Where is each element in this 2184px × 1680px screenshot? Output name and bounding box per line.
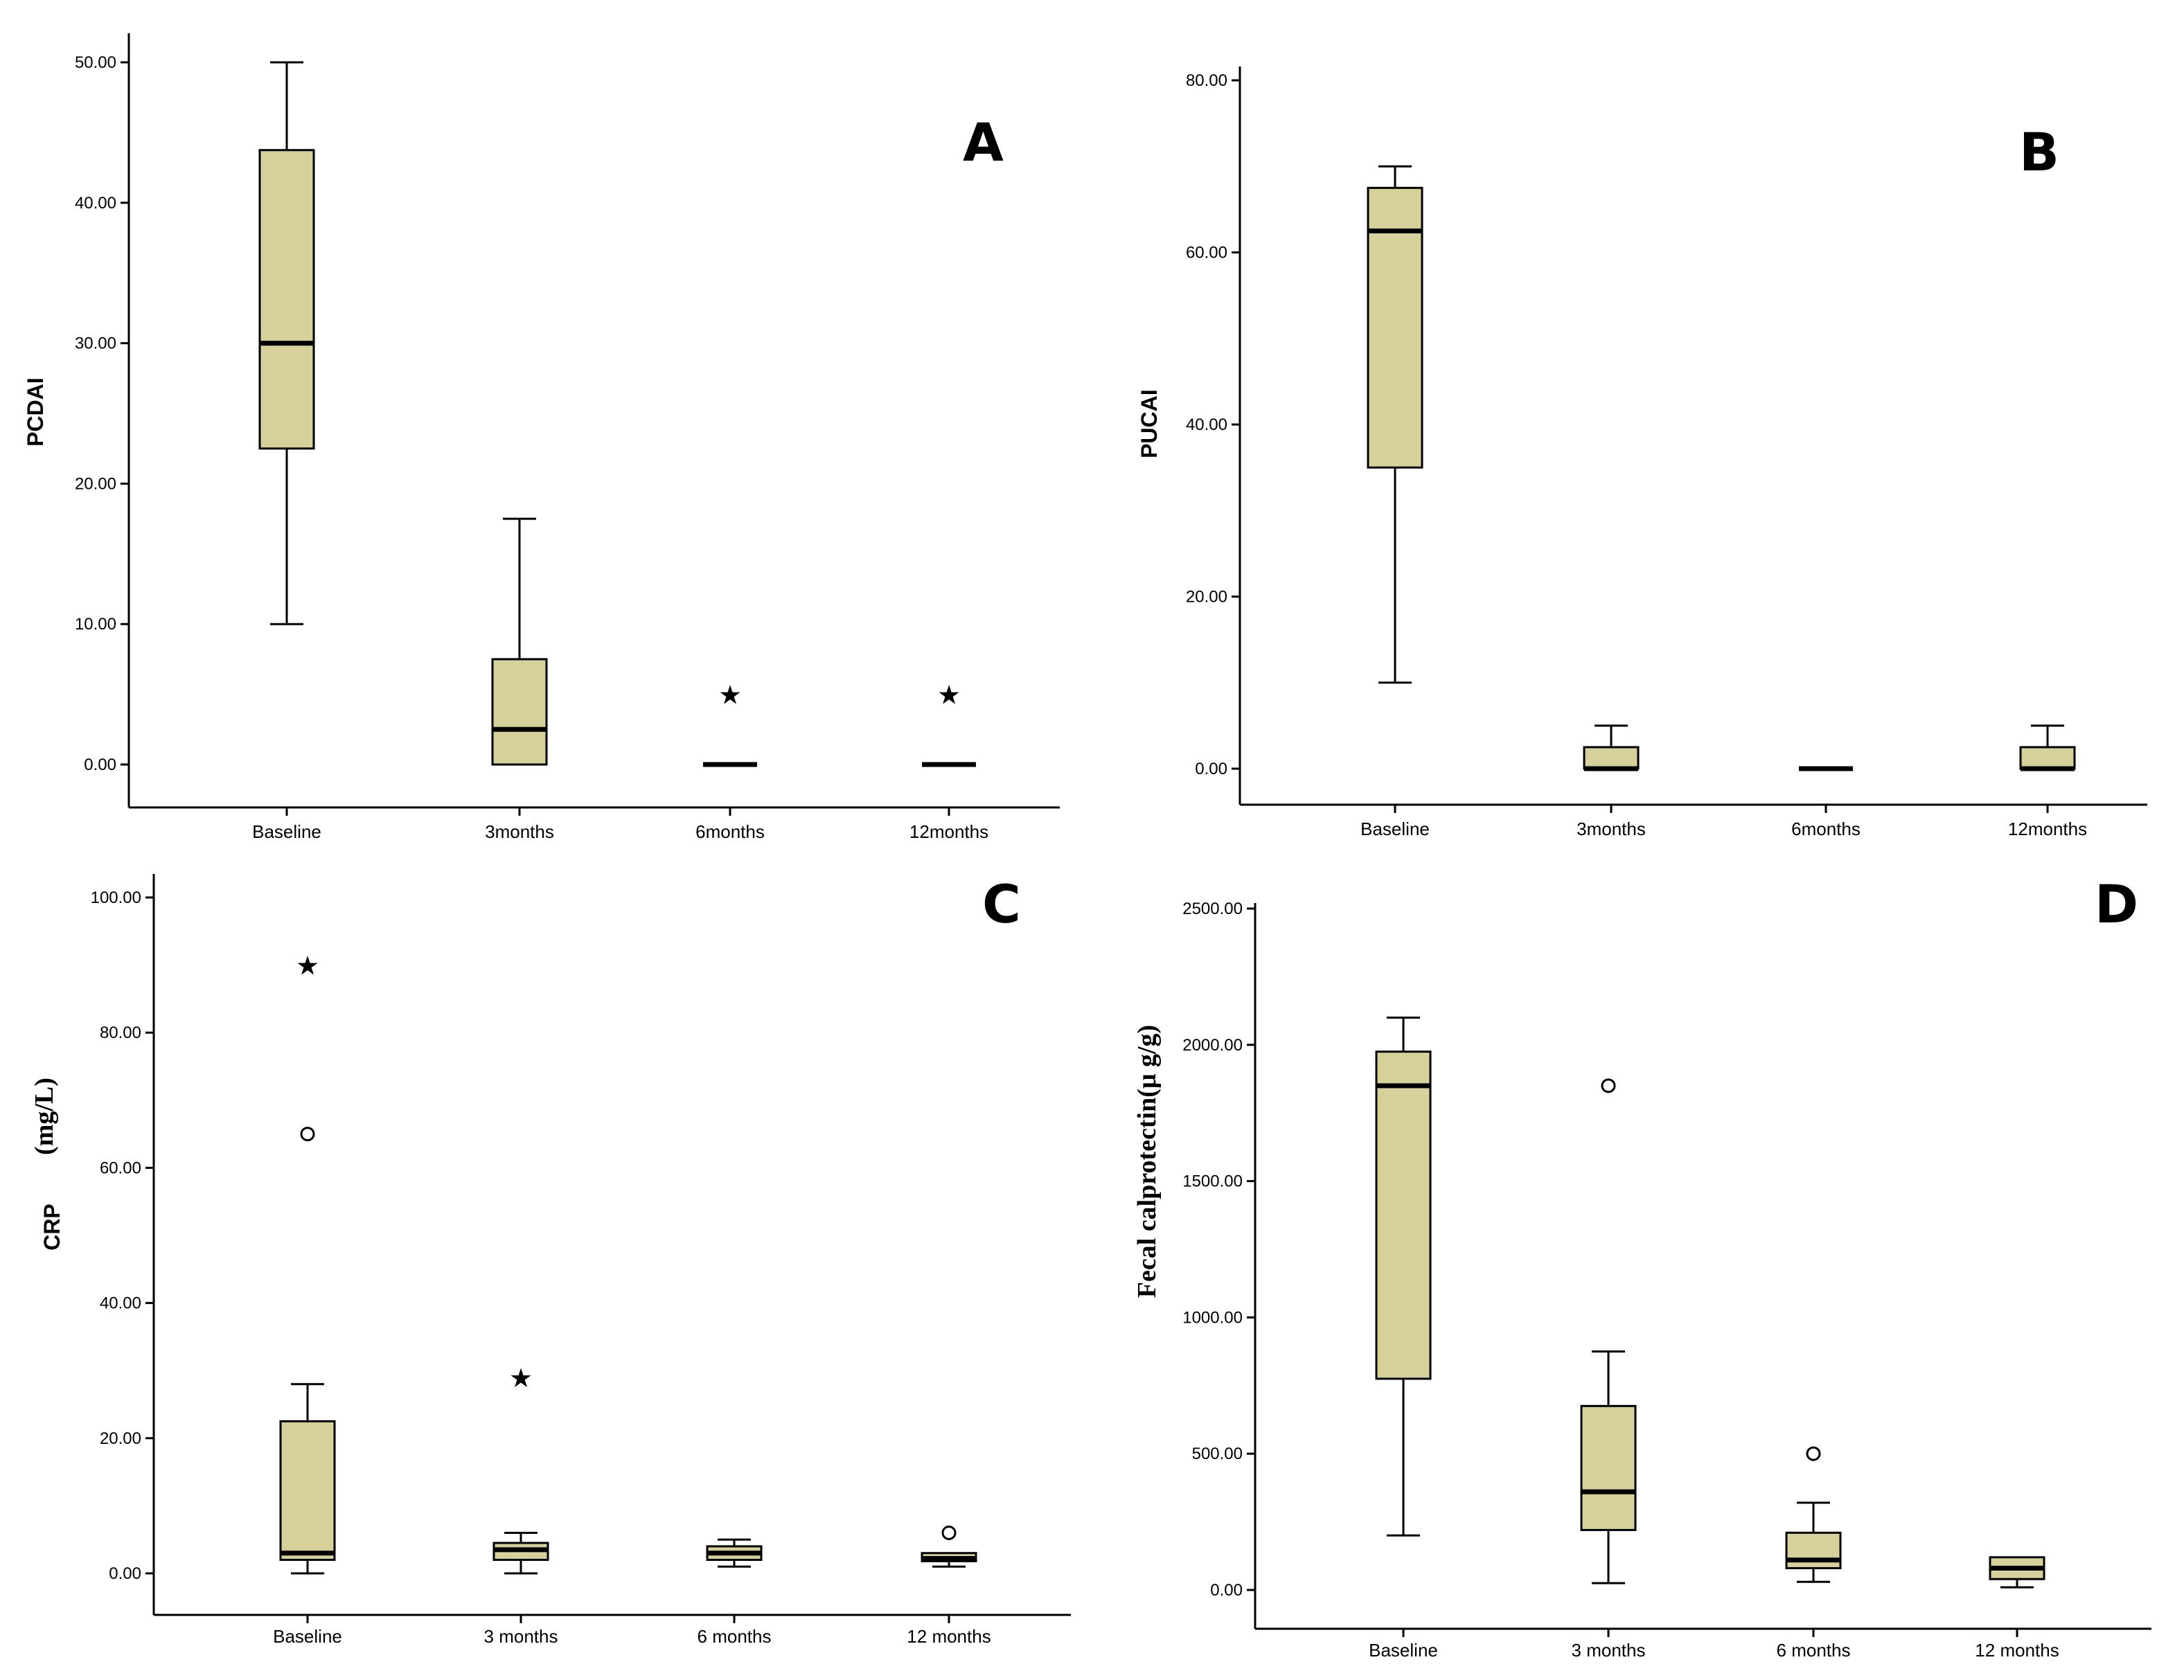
box-group-3 bbox=[1989, 1556, 2045, 1589]
box-group-3 bbox=[921, 1525, 977, 1568]
panel-d: D Fecal calprotectin(μ g/g) 0.00 500.00 10… bbox=[1133, 873, 2151, 1661]
box-group-0 bbox=[1375, 1016, 1432, 1537]
box-group-1 bbox=[1580, 1078, 1637, 1584]
y-tick-label: 10.00 bbox=[75, 615, 116, 634]
x-tick-label: 3months bbox=[1577, 819, 1646, 839]
x-tick-label: 6months bbox=[1791, 819, 1861, 839]
y-tick-label: 40.00 bbox=[75, 194, 116, 213]
x-tick-label: Baseline bbox=[1360, 819, 1430, 839]
panel-a-marks: 0.00 10.00 20.00 30.00 40.00 50.00 Baseline 3mo… bbox=[75, 33, 1060, 842]
panel-d-y-axis-label: Fecal calprotectin(μ g/g) bbox=[1133, 1025, 1162, 1298]
box-group-1 bbox=[491, 517, 548, 766]
y-tick-label: 60.00 bbox=[1186, 244, 1227, 262]
panel-b-letter: B bbox=[2019, 121, 2059, 183]
x-tick-label: 3 months bbox=[484, 1626, 558, 1647]
box-group-3 bbox=[2019, 724, 2076, 771]
outlier-point bbox=[941, 1525, 957, 1540]
box-group-1: ★ bbox=[492, 1363, 549, 1575]
panel-a-y-axis-label: PCDAI bbox=[23, 377, 48, 447]
y-tick-label: 20.00 bbox=[1186, 588, 1227, 607]
box-group-2 bbox=[706, 1538, 763, 1568]
box bbox=[491, 658, 548, 766]
outlier-point bbox=[1806, 1446, 1821, 1461]
extreme-point: ★ bbox=[509, 1363, 533, 1393]
box bbox=[2019, 746, 2076, 770]
x-tick-label: 12 months bbox=[1975, 1640, 2059, 1661]
y-tick-label: 2500.00 bbox=[1182, 900, 1243, 918]
y-tick-label: 80.00 bbox=[100, 1024, 141, 1042]
panel-b: B PUCAI 0.00 20.00 40.00 60.00 80.00 Baseline… bbox=[1137, 66, 2147, 839]
box-group-2 bbox=[1785, 1446, 1842, 1583]
panel-a-letter: A bbox=[963, 111, 1004, 173]
y-tick-label: 0.00 bbox=[84, 756, 116, 774]
panel-c-y-axis-label: CRP bbox=[39, 1204, 64, 1251]
x-tick-label: Baseline bbox=[273, 1626, 342, 1647]
y-tick-label: 30.00 bbox=[75, 334, 116, 353]
panel-b-marks: 0.00 20.00 40.00 60.00 80.00 Baseline 3months 6… bbox=[1186, 66, 2147, 839]
y-tick-label: 1000.00 bbox=[1182, 1308, 1243, 1327]
box-group-0: ★ bbox=[279, 951, 336, 1575]
extreme-point: ★ bbox=[937, 680, 961, 711]
box-group-0 bbox=[1367, 165, 1423, 684]
y-tick-label: 50.00 bbox=[75, 53, 116, 72]
y-tick-label: 60.00 bbox=[100, 1159, 141, 1177]
x-tick-label: 6 months bbox=[698, 1626, 772, 1647]
y-tick-label: 20.00 bbox=[75, 474, 116, 493]
x-tick-label: Baseline bbox=[1369, 1640, 1438, 1661]
y-tick-label: 0.00 bbox=[1210, 1581, 1243, 1600]
box bbox=[1785, 1531, 1842, 1570]
y-tick-label: 40.00 bbox=[100, 1294, 141, 1313]
panel-b-y-axis-label: PUCAI bbox=[1137, 389, 1162, 458]
x-tick-label: 12months bbox=[909, 821, 988, 842]
panel-c-marks: 0.00 20.00 40.00 60.00 80.00 100.00 Baseline 3 … bbox=[91, 874, 1071, 1647]
y-tick-label: 20.00 bbox=[100, 1429, 141, 1448]
extreme-point: ★ bbox=[296, 951, 319, 981]
x-tick-label: 6 months bbox=[1777, 1640, 1851, 1661]
box-group-3: ★ bbox=[922, 680, 976, 767]
box bbox=[1375, 1051, 1432, 1380]
box bbox=[258, 149, 315, 450]
x-tick-label: 6months bbox=[695, 821, 765, 842]
panel-c-y-axis-unit: (mg/L) bbox=[30, 1078, 59, 1155]
panel-a: A PCDAI 0.00 10.00 20.00 30.00 40.00 50.00 Bas… bbox=[23, 33, 1060, 842]
x-tick-label: Baseline bbox=[252, 821, 321, 842]
panel-c-letter: C bbox=[982, 873, 1021, 935]
extreme-point: ★ bbox=[718, 680, 742, 711]
outlier-point bbox=[300, 1127, 315, 1142]
y-tick-label: 0.00 bbox=[109, 1564, 141, 1583]
box-group-0 bbox=[258, 61, 315, 625]
y-tick-label: 80.00 bbox=[1186, 71, 1227, 90]
y-tick-label: 2000.00 bbox=[1182, 1036, 1243, 1055]
x-tick-label: 12 months bbox=[907, 1626, 991, 1647]
x-tick-label: 12months bbox=[2008, 819, 2087, 839]
y-tick-label: 40.00 bbox=[1186, 415, 1227, 434]
panel-c: C CRP (mg/L) 0.00 20.00 40.00 60.00 80.00 100… bbox=[30, 873, 1071, 1647]
box bbox=[279, 1420, 336, 1561]
y-tick-label: 100.00 bbox=[91, 888, 141, 907]
panel-d-marks: 0.00 500.00 1000.00 1500.00 2000.00 2500.00 Ba… bbox=[1182, 900, 2151, 1661]
outlier-point bbox=[1601, 1078, 1616, 1093]
panel-d-letter: D bbox=[2095, 873, 2138, 935]
box-group-2: ★ bbox=[703, 680, 757, 767]
y-tick-label: 1500.00 bbox=[1182, 1172, 1243, 1191]
x-tick-label: 3 months bbox=[1572, 1640, 1646, 1661]
y-tick-label: 0.00 bbox=[1195, 760, 1227, 778]
box-group-1 bbox=[1583, 724, 1640, 771]
box bbox=[1583, 746, 1640, 770]
box bbox=[1580, 1404, 1637, 1531]
x-tick-label: 3months bbox=[485, 821, 554, 842]
box bbox=[1367, 186, 1423, 469]
y-tick-label: 500.00 bbox=[1192, 1445, 1243, 1463]
